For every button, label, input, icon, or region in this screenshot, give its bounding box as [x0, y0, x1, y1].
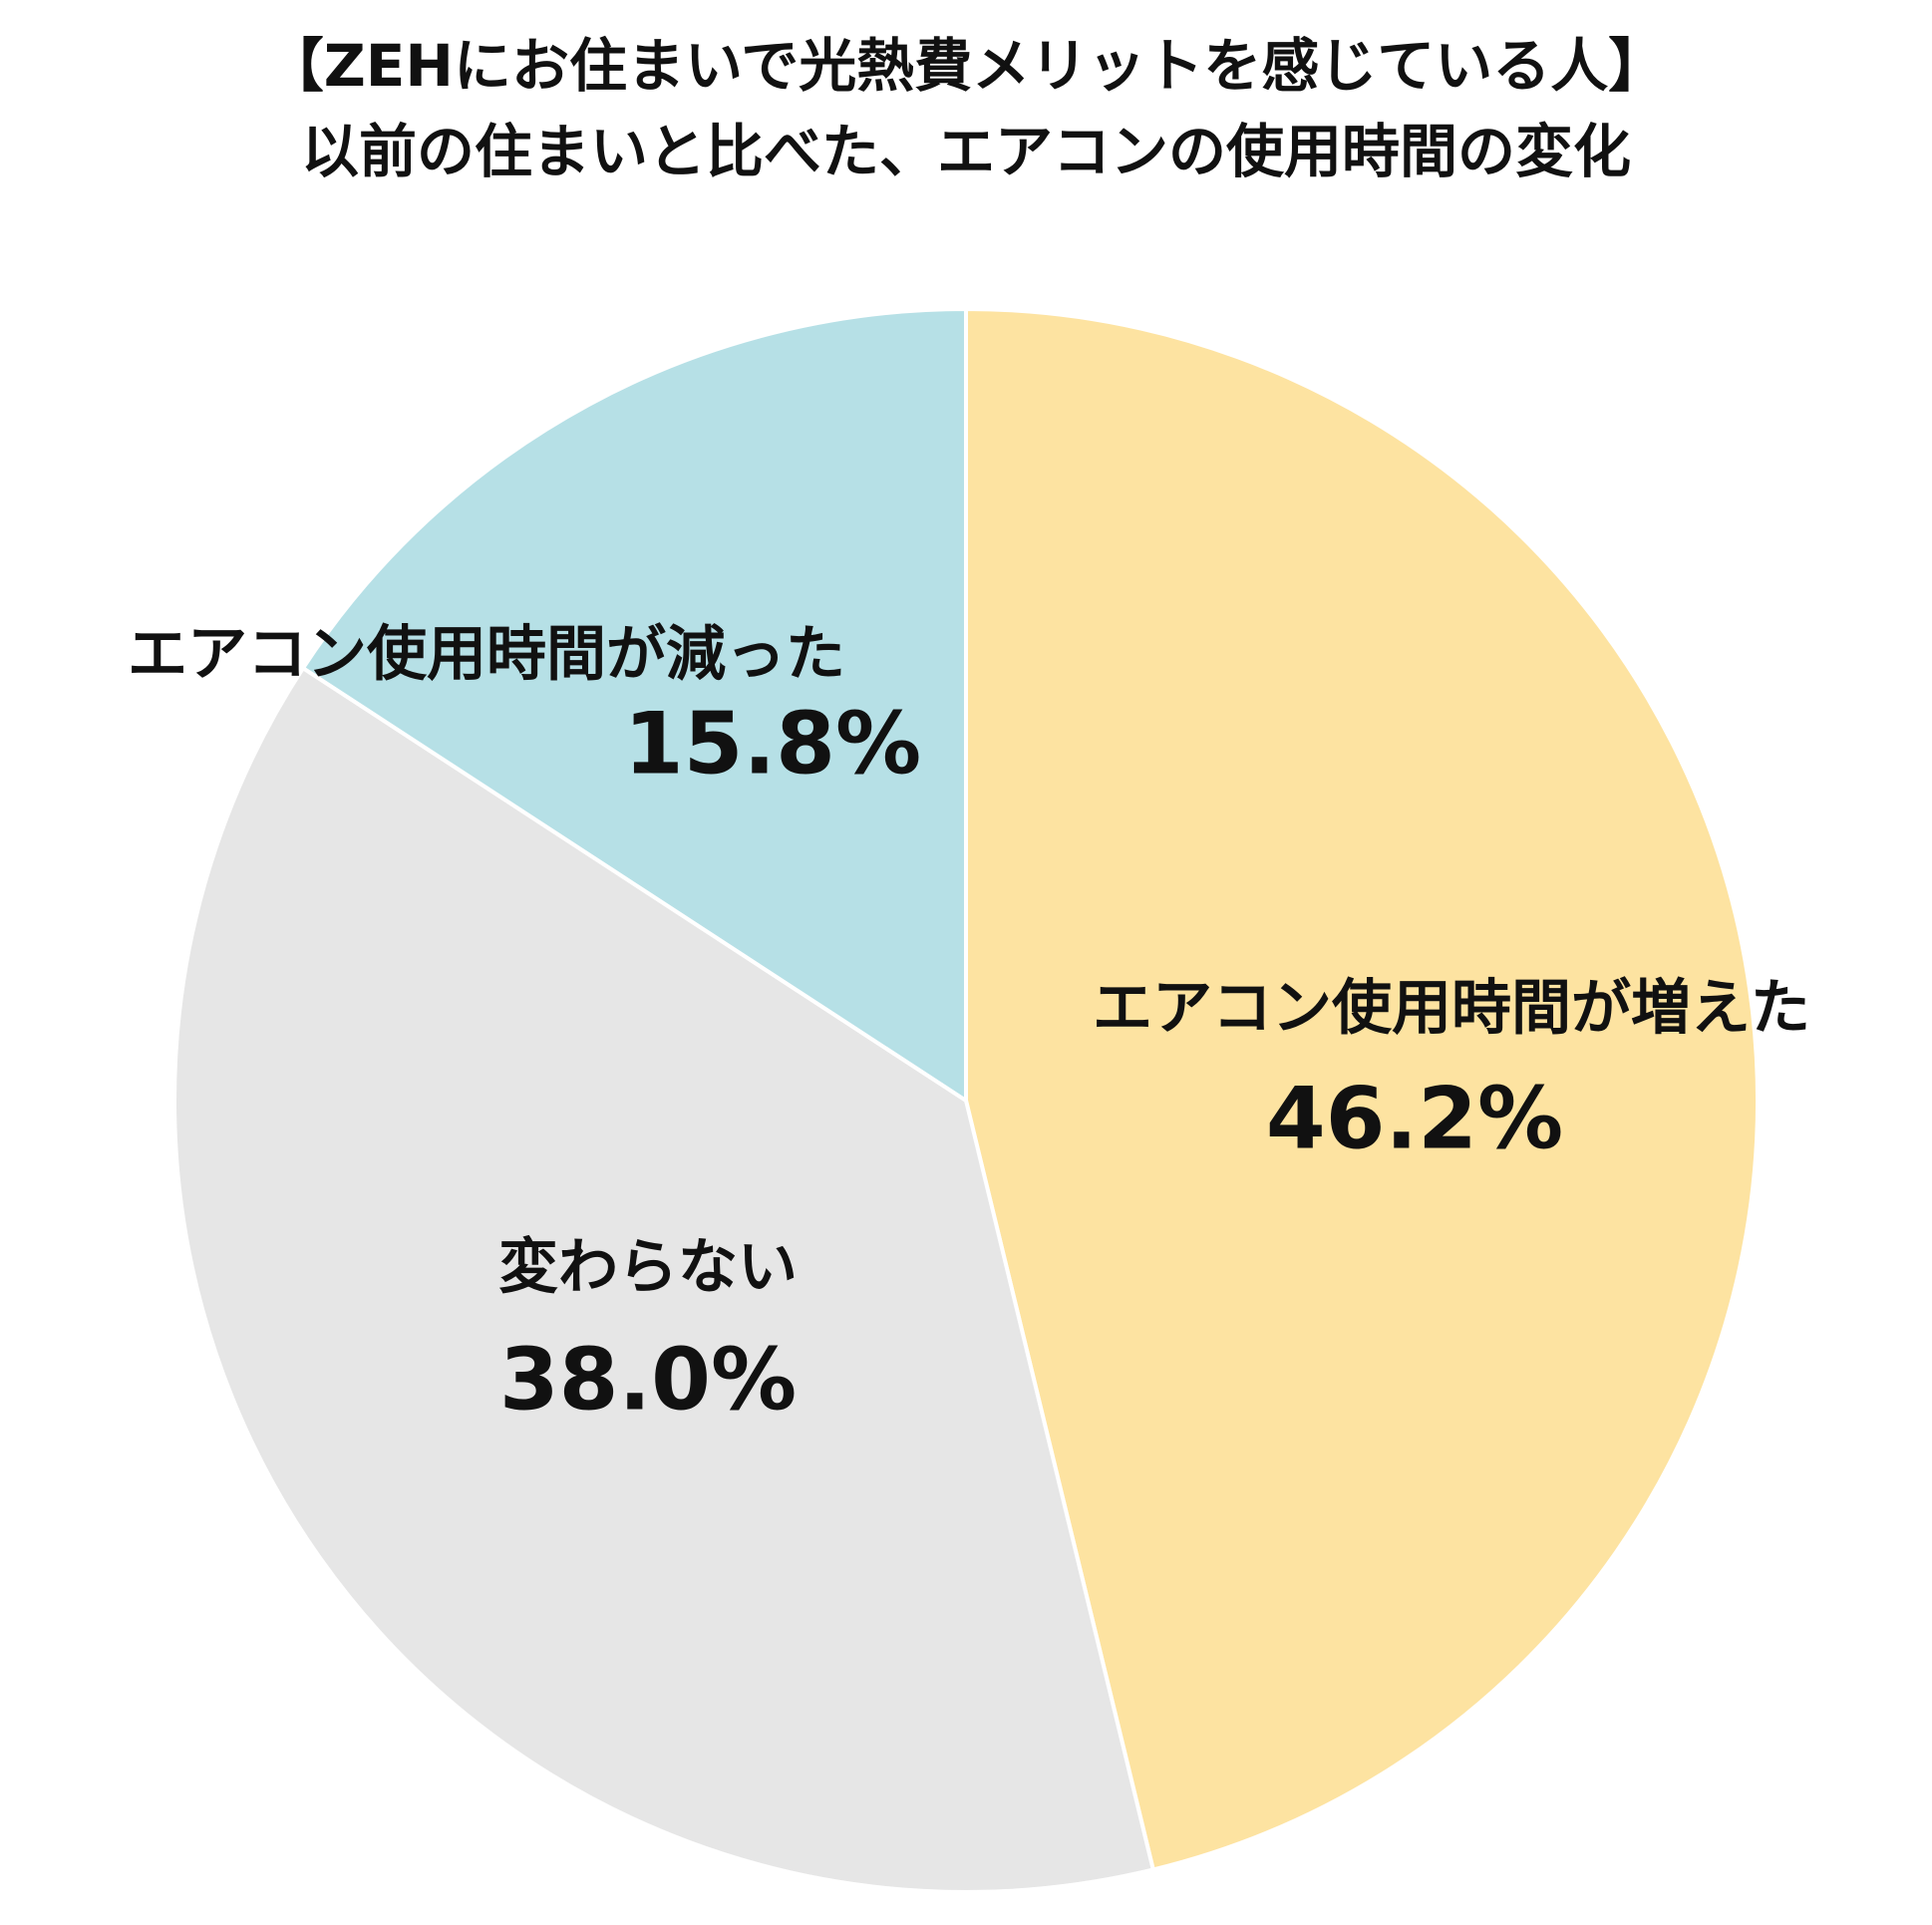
- value-label: 46.2%: [1266, 1069, 1563, 1168]
- pie-slice: [964, 306, 1760, 1872]
- value-label: 15.8%: [624, 694, 921, 794]
- chart-subtitle: 以前の住まいと比べた、エアコンの使用時間の変化: [301, 118, 1631, 185]
- value-label: 38.0%: [499, 1330, 797, 1430]
- pie-slice: [300, 306, 968, 1105]
- chart-title: 【ZEHにお住まいで光熱費メリットを感じている人】: [266, 32, 1666, 100]
- slice-label: エアコン使用時間が増えた: [1093, 974, 1810, 1044]
- labels: エアコン使用時間が増えた 46.2% 変わらない 38.0% エアコン使用時間が減った1…: [128, 620, 1810, 1431]
- pie-slice: [172, 665, 1156, 1895]
- slice-label: エアコン使用時間が減った: [128, 620, 845, 690]
- slice-label: 変わらない: [498, 1233, 798, 1303]
- pie: [172, 306, 1760, 1895]
